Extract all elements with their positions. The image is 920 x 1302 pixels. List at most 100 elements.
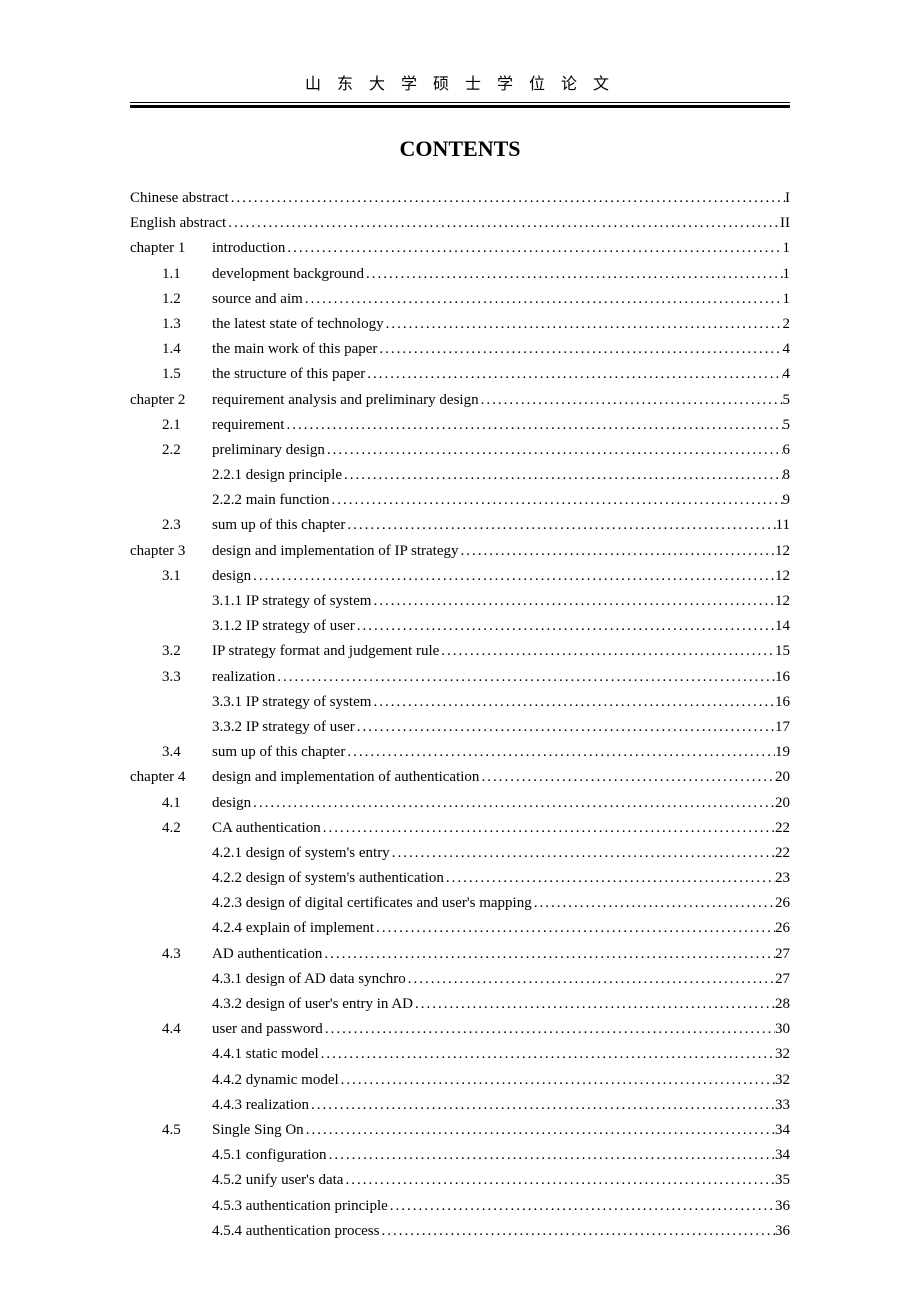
toc-entry-page: 2 xyxy=(783,312,791,337)
toc-entry-page: II xyxy=(780,211,790,236)
toc-entry-leader: ........................................… xyxy=(285,236,782,261)
toc-entry: 2.2.2 main function ....................… xyxy=(130,488,790,513)
toc-entry-page: 33 xyxy=(775,1093,790,1118)
toc-entry: 4.3.1 design of AD data synchro ........… xyxy=(130,967,790,992)
toc-entry-title: Single Sing On xyxy=(212,1118,304,1143)
toc-entry-page: 15 xyxy=(775,639,790,664)
toc-entry-label: 3.1 xyxy=(162,564,212,589)
toc-entry-label: 4.3 xyxy=(162,942,212,967)
toc-entry: 3.1.1 IP strategy of system ............… xyxy=(130,589,790,614)
toc-entry-title: 2.2.2 main function xyxy=(212,488,329,513)
toc-entry: Chinese abstract .......................… xyxy=(130,186,790,211)
toc-entry-title: 4.2.1 design of system's entry xyxy=(212,841,390,866)
toc-entry: 4.5.4 authentication process ...........… xyxy=(130,1219,790,1244)
toc-entry-page: 6 xyxy=(783,438,791,463)
toc-entry-page: 12 xyxy=(775,564,790,589)
toc-entry: 2.3sum up of this chapter ..............… xyxy=(130,513,790,538)
toc-entry-page: 28 xyxy=(775,992,790,1017)
toc-entry-page: 20 xyxy=(775,791,790,816)
toc-entry-title: design and implementation of authenticat… xyxy=(212,765,479,790)
toc-entry-leader: ........................................… xyxy=(365,362,782,387)
toc-entry: 2.2.1 design principle .................… xyxy=(130,463,790,488)
toc-entry-page: 19 xyxy=(775,740,790,765)
toc-entry-title: the latest state of technology xyxy=(212,312,384,337)
toc-entry-page: 36 xyxy=(775,1219,790,1244)
toc-entry: 4.5.1 configuration ....................… xyxy=(130,1143,790,1168)
toc-entry-title: 4.5.1 configuration xyxy=(212,1143,327,1168)
toc-entry-label: 1.3 xyxy=(162,312,212,337)
toc-entry-leader: ........................................… xyxy=(345,513,775,538)
toc-entry: 3.1.2 IP strategy of user ..............… xyxy=(130,614,790,639)
toc-entry-leader: ........................................… xyxy=(327,1143,775,1168)
toc-entry: 4.5Single Sing On ......................… xyxy=(130,1118,790,1143)
toc-entry-leader: ........................................… xyxy=(371,690,775,715)
toc-entry-leader: ........................................… xyxy=(322,942,775,967)
toc-entry: 3.3.1 IP strategy of system ............… xyxy=(130,690,790,715)
toc-entry-label: 2.3 xyxy=(162,513,212,538)
toc-entry-label: 4.2 xyxy=(162,816,212,841)
toc-entry-leader: ........................................… xyxy=(251,791,775,816)
toc-entry-leader: ........................................… xyxy=(226,211,780,236)
header-divider xyxy=(130,105,790,108)
toc-entry-leader: ........................................… xyxy=(413,992,775,1017)
toc-entry-leader: ........................................… xyxy=(384,312,783,337)
toc-entry-leader: ........................................… xyxy=(377,337,782,362)
toc-entry-page: 14 xyxy=(775,614,790,639)
toc-entry-title: English abstract xyxy=(130,211,226,236)
toc-entry-page: 17 xyxy=(775,715,790,740)
toc-entry: 4.4user and password ...................… xyxy=(130,1017,790,1042)
toc-entry: 3.2IP strategy format and judgement rule… xyxy=(130,639,790,664)
toc-entry-page: 23 xyxy=(775,866,790,891)
toc-entry-page: 30 xyxy=(775,1017,790,1042)
toc-entry-page: 34 xyxy=(775,1118,790,1143)
toc-entry-leader: ........................................… xyxy=(444,866,775,891)
toc-entry-leader: ........................................… xyxy=(532,891,775,916)
toc-entry-page: 4 xyxy=(783,337,791,362)
toc-entry-title: preliminary design xyxy=(212,438,325,463)
toc-entry-title: 3.3.1 IP strategy of system xyxy=(212,690,371,715)
toc-entry-title: sum up of this chapter xyxy=(212,740,345,765)
toc-entry-title: design xyxy=(212,791,251,816)
toc-entry-page: 27 xyxy=(775,967,790,992)
toc-entry-label: 4.1 xyxy=(162,791,212,816)
toc-entry-title: 3.1.2 IP strategy of user xyxy=(212,614,355,639)
toc-entry: 4.2.3 design of digital certificates and… xyxy=(130,891,790,916)
toc-entry-page: 8 xyxy=(783,463,791,488)
toc-entry-label: 4.5 xyxy=(162,1118,212,1143)
toc-entry-page: 9 xyxy=(783,488,791,513)
toc-entry-label: chapter 2 xyxy=(130,388,212,413)
toc-entry: 4.2CA authentication ...................… xyxy=(130,816,790,841)
toc-entry: English abstract .......................… xyxy=(130,211,790,236)
toc-entry-page: 26 xyxy=(775,916,790,941)
toc-entry-page: 11 xyxy=(776,513,790,538)
toc-entry-leader: ........................................… xyxy=(309,1093,775,1118)
toc-entry-page: 36 xyxy=(775,1194,790,1219)
toc-entry-title: Chinese abstract xyxy=(130,186,229,211)
toc-entry: 2.2preliminary design ..................… xyxy=(130,438,790,463)
toc-entry-label: chapter 4 xyxy=(130,765,212,790)
toc-entry-label: 1.2 xyxy=(162,287,212,312)
toc-entry-page: 1 xyxy=(783,236,791,261)
toc-entry-leader: ........................................… xyxy=(379,1219,775,1244)
toc-entry-leader: ........................................… xyxy=(458,539,775,564)
toc-entry-label: 2.1 xyxy=(162,413,212,438)
toc-entry-leader: ........................................… xyxy=(339,1068,775,1093)
toc-entry-page: 16 xyxy=(775,690,790,715)
toc-entry: chapter 4design and implementation of au… xyxy=(130,765,790,790)
toc-entry-title: requirement xyxy=(212,413,284,438)
toc-entry: chapter 1introduction ..................… xyxy=(130,236,790,261)
toc-entry: 4.3AD authentication ...................… xyxy=(130,942,790,967)
toc-entry-page: 1 xyxy=(783,262,791,287)
toc-entry-label: 2.2 xyxy=(162,438,212,463)
toc-entry-title: introduction xyxy=(212,236,285,261)
contents-title: CONTENTS xyxy=(130,136,790,162)
toc-entry-leader: ........................................… xyxy=(345,740,775,765)
toc-entry-title: the main work of this paper xyxy=(212,337,377,362)
toc-entry-page: 34 xyxy=(775,1143,790,1168)
toc-entry-label: chapter 3 xyxy=(130,539,212,564)
toc-entry-leader: ........................................… xyxy=(439,639,775,664)
toc-entry-label: 1.4 xyxy=(162,337,212,362)
toc-entry: 4.4.3 realization ......................… xyxy=(130,1093,790,1118)
toc-entry-leader: ........................................… xyxy=(323,1017,775,1042)
toc-entry-page: 16 xyxy=(775,665,790,690)
